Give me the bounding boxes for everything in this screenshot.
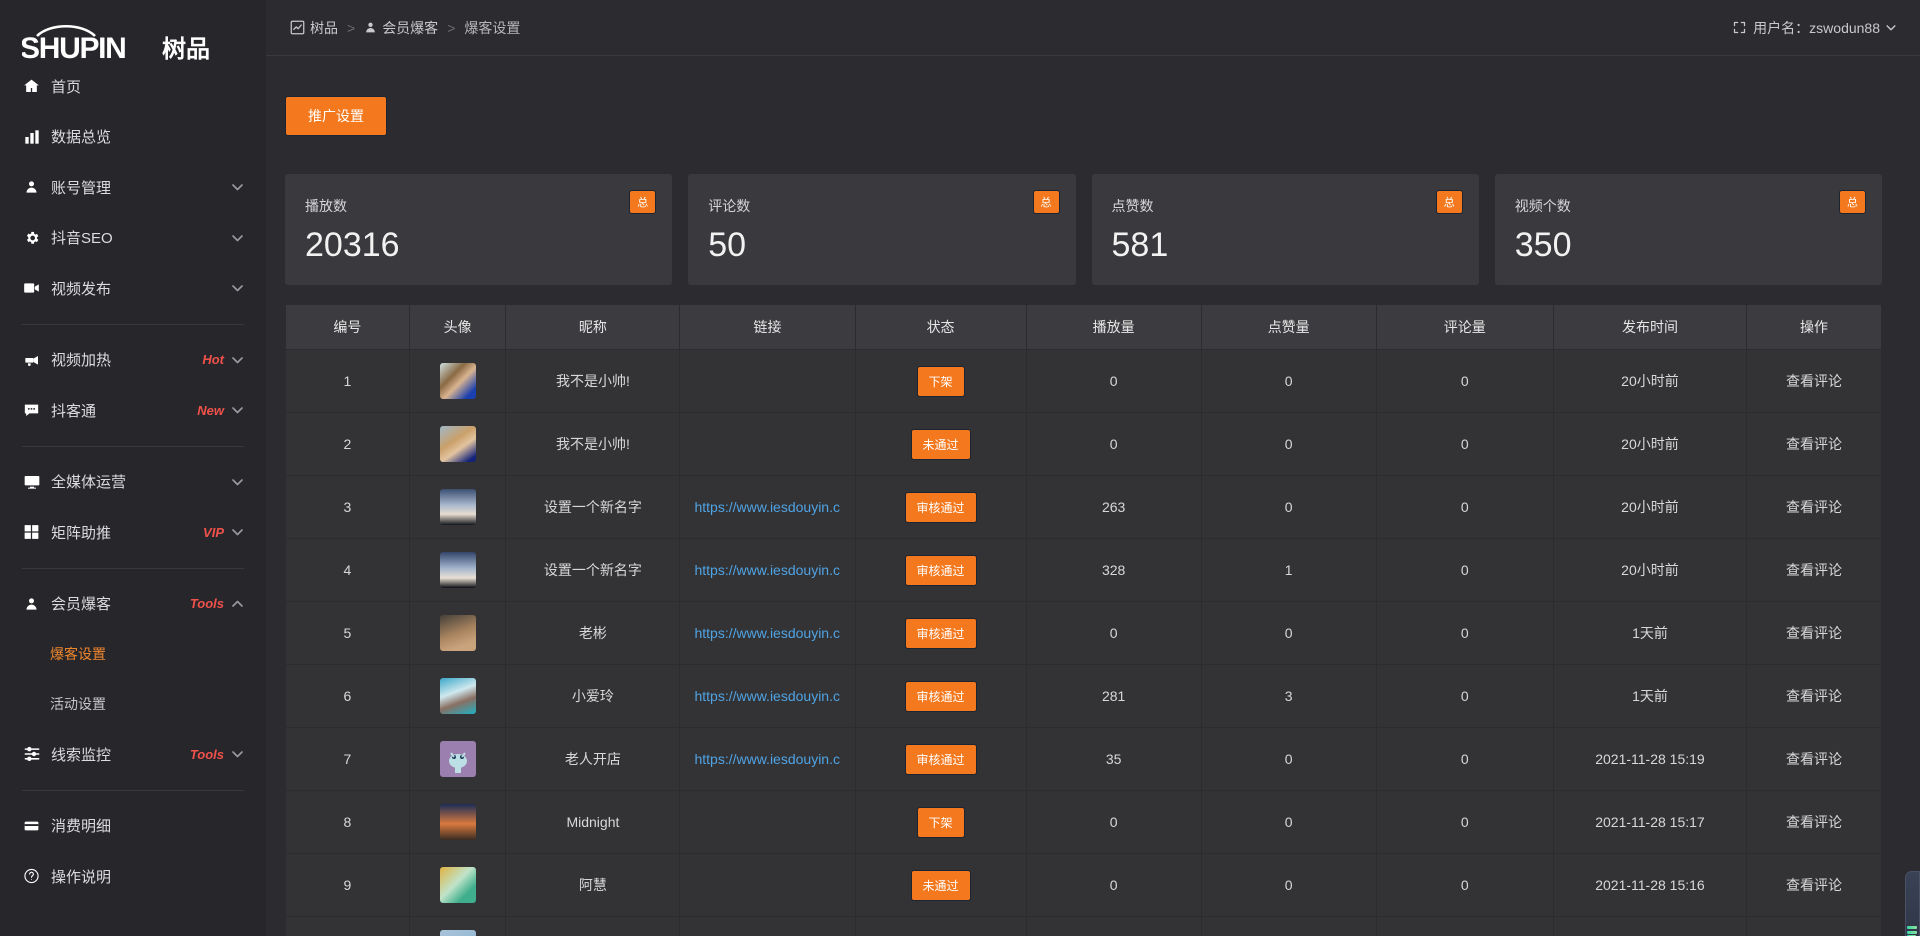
svg-text:树品: 树品: [162, 36, 210, 63]
